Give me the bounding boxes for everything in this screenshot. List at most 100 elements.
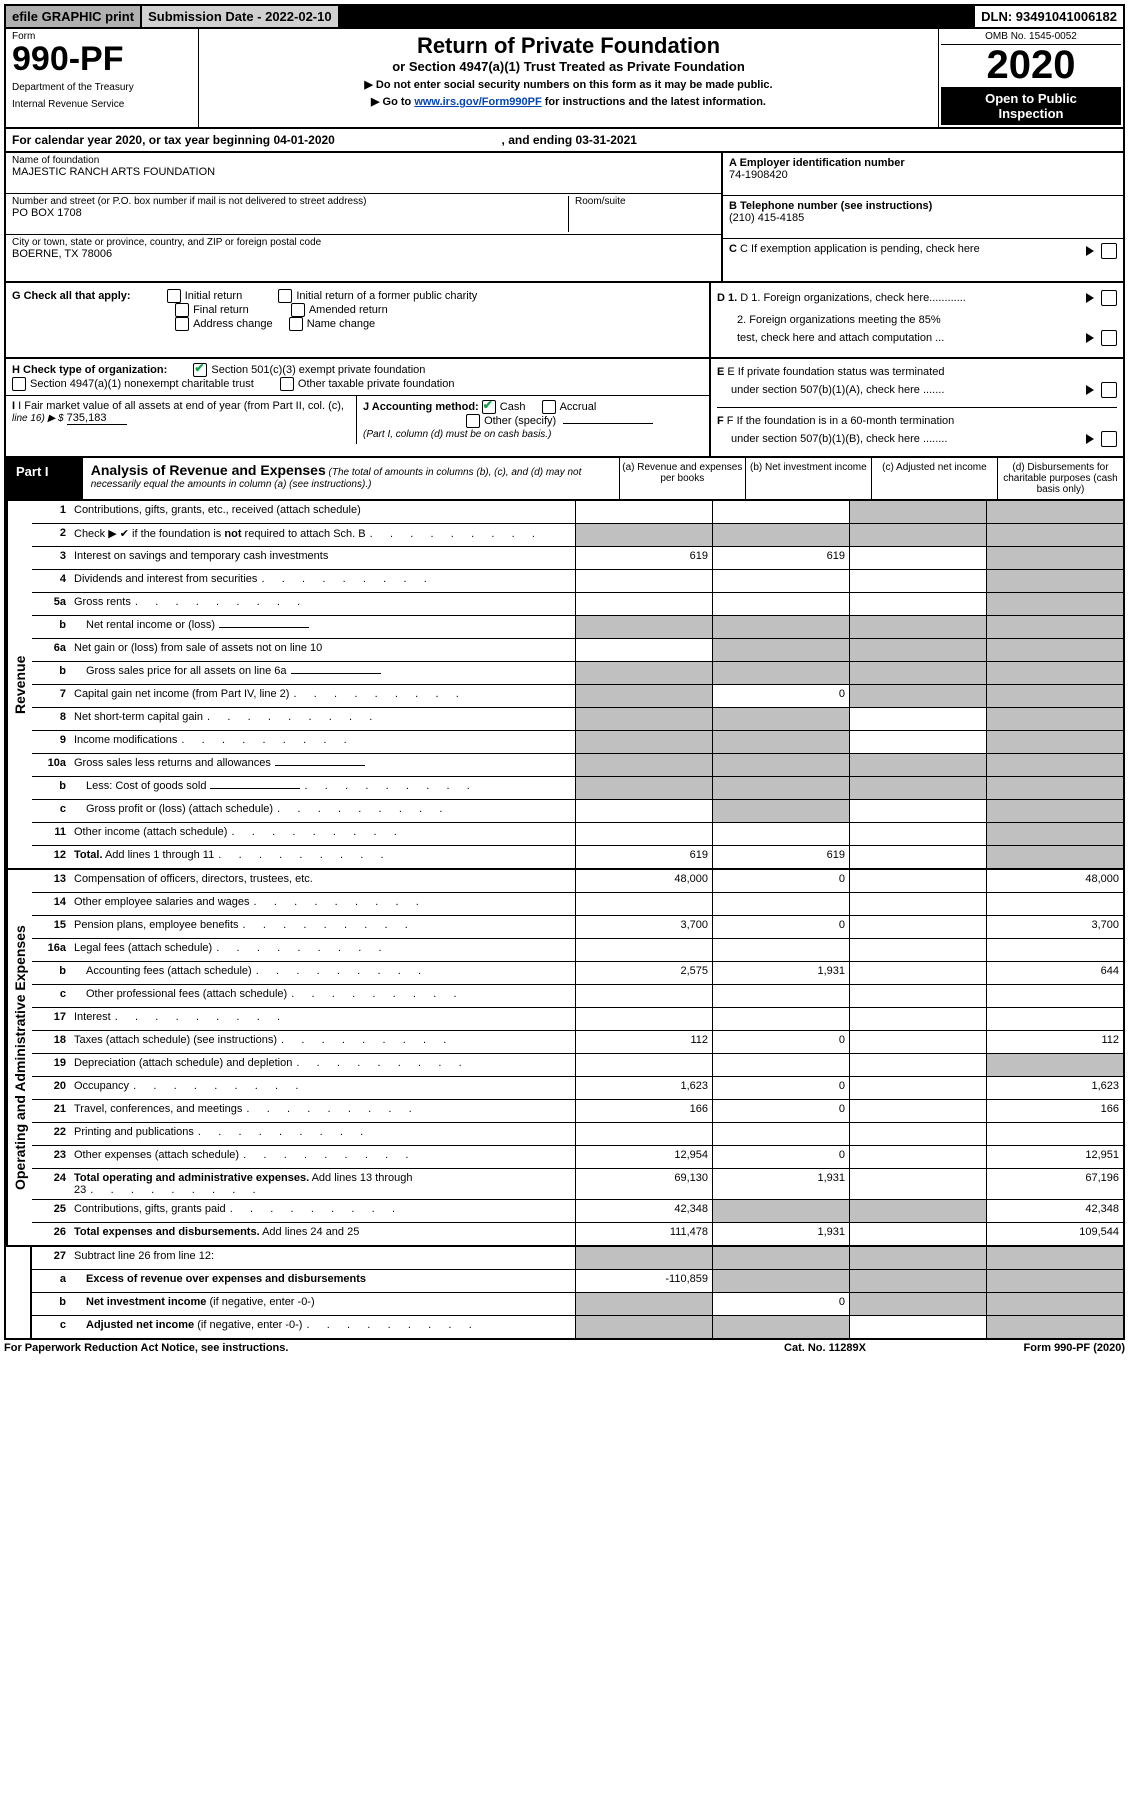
cell-shaded	[712, 800, 849, 822]
page-footer: For Paperwork Reduction Act Notice, see …	[4, 1342, 1125, 1354]
cell-value	[712, 985, 849, 1007]
row-number: c	[32, 985, 72, 1007]
row-label: Legal fees (attach schedule)	[72, 939, 575, 961]
row-number: b	[32, 1293, 72, 1315]
checkbox-name-change[interactable]	[289, 317, 303, 331]
cell-value	[712, 570, 849, 592]
cell-shaded	[712, 639, 849, 661]
arrow-icon	[1086, 246, 1094, 256]
row-label: Gross profit or (loss) (attach schedule)	[72, 800, 575, 822]
checkbox-amended-return[interactable]	[291, 303, 305, 317]
cell-value: 0	[712, 1031, 849, 1053]
arrow-icon	[1086, 434, 1094, 444]
checkbox-f[interactable]	[1101, 431, 1117, 447]
checkbox-d2[interactable]	[1101, 330, 1117, 346]
row-label: Other professional fees (attach schedule…	[72, 985, 575, 1007]
cell-value	[849, 823, 986, 845]
row-number: 6a	[32, 639, 72, 661]
table-row: bGross sales price for all assets on lin…	[32, 662, 1123, 685]
cell-value	[849, 570, 986, 592]
ein-row: A Employer identification number 74-1908…	[723, 153, 1123, 196]
checkbox-other-taxable[interactable]	[280, 377, 294, 391]
row-label: Interest on savings and temporary cash i…	[72, 547, 575, 569]
checkbox-final-return[interactable]	[175, 303, 189, 317]
row-label: Other expenses (attach schedule)	[72, 1146, 575, 1168]
row-number: 13	[32, 870, 72, 892]
cell-shaded	[575, 1316, 712, 1338]
cell-value	[849, 1077, 986, 1099]
checkbox-cash[interactable]	[482, 400, 496, 414]
efile-label: efile GRAPHIC print	[6, 6, 142, 27]
checkbox-c[interactable]	[1101, 243, 1117, 259]
row-number: 3	[32, 547, 72, 569]
checkbox-4947a1[interactable]	[12, 377, 26, 391]
table-row: bLess: Cost of goods sold	[32, 777, 1123, 800]
table-row: 6aNet gain or (loss) from sale of assets…	[32, 639, 1123, 662]
table-row: 9Income modifications	[32, 731, 1123, 754]
foundation-name-cell: Name of foundation MAJESTIC RANCH ARTS F…	[6, 153, 721, 194]
header-left: Form 990-PF Department of the Treasury I…	[6, 29, 199, 127]
row-label: Net gain or (loss) from sale of assets n…	[72, 639, 575, 661]
row-label: Excess of revenue over expenses and disb…	[72, 1270, 575, 1292]
checkbox-address-change[interactable]	[175, 317, 189, 331]
row-label: Gross sales price for all assets on line…	[72, 662, 575, 684]
cell-value: 0	[712, 1100, 849, 1122]
cell-shaded	[986, 639, 1123, 661]
col-d-header: (d) Disbursements for charitable purpose…	[998, 458, 1123, 499]
cell-value: 166	[986, 1100, 1123, 1122]
cell-value	[849, 1100, 986, 1122]
foundation-name: MAJESTIC RANCH ARTS FOUNDATION	[12, 166, 715, 178]
cell-shaded	[575, 524, 712, 546]
row-label: Adjusted net income (if negative, enter …	[72, 1316, 575, 1338]
cell-value	[986, 985, 1123, 1007]
header-middle: Return of Private Foundation or Section …	[199, 29, 938, 127]
cell-shaded	[986, 777, 1123, 799]
cell-shaded	[986, 708, 1123, 730]
table-row: 16aLegal fees (attach schedule)	[32, 939, 1123, 962]
table-row: 18Taxes (attach schedule) (see instructi…	[32, 1031, 1123, 1054]
phone-value: (210) 415-4185	[729, 212, 804, 224]
row-number: 14	[32, 893, 72, 915]
footer-right: Form 990-PF (2020)	[925, 1342, 1125, 1354]
table-row: 22Printing and publications	[32, 1123, 1123, 1146]
cell-value	[575, 893, 712, 915]
cell-value: 1,931	[712, 1223, 849, 1245]
table-row: 12Total. Add lines 1 through 11619619	[32, 846, 1123, 868]
cell-shaded	[849, 639, 986, 661]
cell-value	[986, 893, 1123, 915]
cell-shaded	[986, 1316, 1123, 1338]
cell-shaded	[712, 1316, 849, 1338]
part1-title: Analysis of Revenue and Expenses (The to…	[83, 458, 620, 499]
row-number: 1	[32, 501, 72, 523]
irs-link[interactable]: www.irs.gov/Form990PF	[414, 96, 541, 108]
row-number: 12	[32, 846, 72, 868]
row-label: Printing and publications	[72, 1123, 575, 1145]
row-number: b	[32, 662, 72, 684]
cell-value: 111,478	[575, 1223, 712, 1245]
checkbox-d1[interactable]	[1101, 290, 1117, 306]
checkbox-accrual[interactable]	[542, 400, 556, 414]
table-row: cGross profit or (loss) (attach schedule…	[32, 800, 1123, 823]
cell-value	[849, 547, 986, 569]
checkbox-initial-return[interactable]	[167, 289, 181, 303]
cell-value	[849, 985, 986, 1007]
dln-label: DLN: 93491041006182	[975, 6, 1123, 27]
checkbox-initial-former[interactable]	[278, 289, 292, 303]
cell-value	[849, 593, 986, 615]
cell-value	[986, 939, 1123, 961]
checkbox-e[interactable]	[1101, 382, 1117, 398]
row-number: 22	[32, 1123, 72, 1145]
checkbox-501c3[interactable]	[193, 363, 207, 377]
cell-value: 619	[712, 846, 849, 868]
row-number: 10a	[32, 754, 72, 776]
cell-value: 3,700	[986, 916, 1123, 938]
table-row: 23Other expenses (attach schedule)12,954…	[32, 1146, 1123, 1169]
arrow-icon	[1086, 333, 1094, 343]
cell-shaded	[986, 1293, 1123, 1315]
cell-shaded	[575, 777, 712, 799]
checkbox-other-method[interactable]	[466, 414, 480, 428]
table-row: 15Pension plans, employee benefits3,7000…	[32, 916, 1123, 939]
cell-value: 48,000	[575, 870, 712, 892]
row-label: Contributions, gifts, grants, etc., rece…	[72, 501, 575, 523]
foundation-city: BOERNE, TX 78006	[12, 248, 715, 260]
